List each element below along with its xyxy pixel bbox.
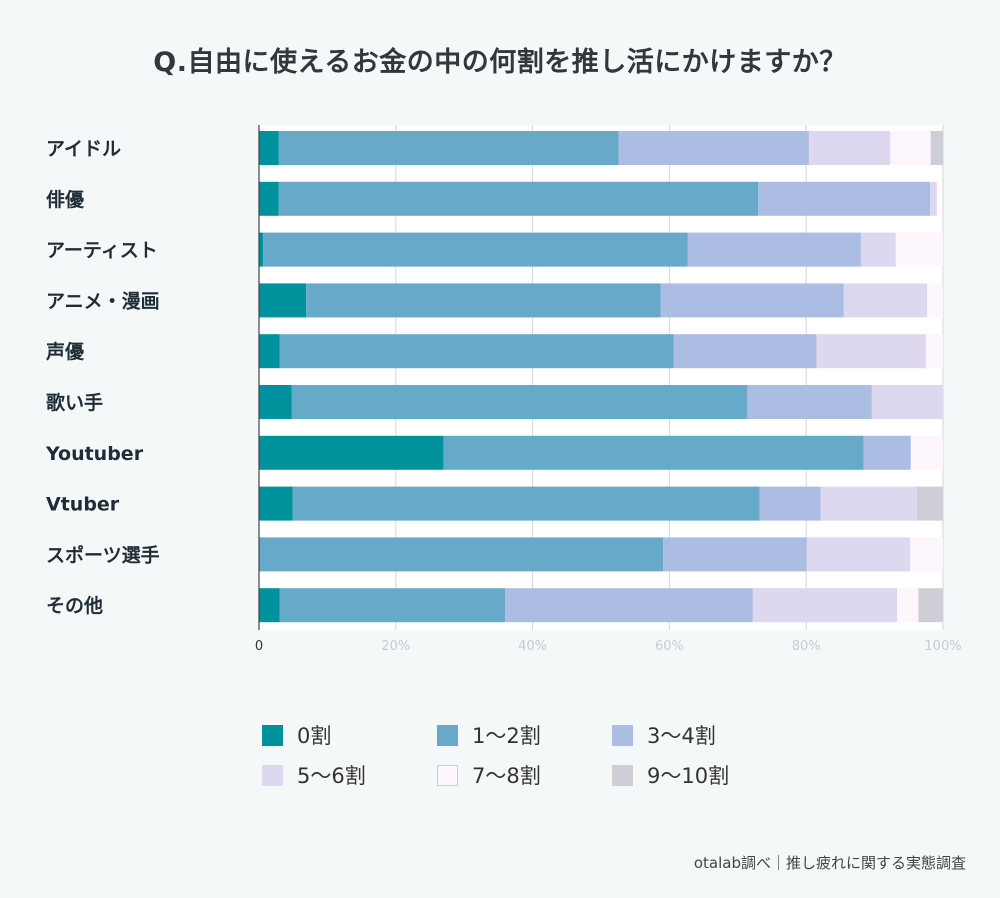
bar-segment — [278, 131, 619, 165]
bar-segment — [278, 181, 759, 216]
bar-segment — [927, 283, 943, 318]
bar-segment — [505, 588, 753, 623]
stacked-bar-chart: 0 20% 40% 60% 80% 100% アイドル俳優アーティストアニメ・漫画声優歌い手… — [45, 125, 962, 654]
bar-segment — [843, 283, 928, 318]
bar-segment — [816, 334, 926, 369]
x-tick-label: 60% — [655, 639, 684, 654]
bar-segment — [806, 537, 911, 572]
bar-segment — [259, 385, 292, 419]
bar-segment — [930, 131, 943, 165]
x-tick-label: 40% — [518, 639, 547, 654]
bar-segment — [259, 131, 279, 165]
bar-segment — [890, 131, 931, 165]
x-tick-label: 20% — [381, 639, 410, 654]
legend-item: 9〜10割 — [612, 762, 762, 788]
category-label: アイドル — [46, 138, 121, 160]
bar-segment — [897, 588, 919, 623]
bar-segment — [925, 334, 943, 369]
bar-segment — [759, 486, 821, 521]
bar-segment — [259, 435, 444, 470]
legend-swatch — [612, 764, 633, 786]
legend-swatch — [437, 764, 458, 786]
category-label: 歌い手 — [46, 391, 103, 414]
legend-label: 9〜10割 — [647, 764, 730, 788]
bar-segment — [752, 588, 898, 623]
bar-segment — [910, 435, 943, 470]
legend-label: 1〜2割 — [472, 724, 541, 748]
bar-segment — [263, 232, 688, 267]
bar-segment — [863, 435, 911, 470]
bar-segment — [259, 486, 293, 521]
legend-item: 1〜2割 — [437, 722, 612, 748]
bar-segment — [259, 588, 280, 623]
bar-segment — [860, 232, 896, 267]
bar-segment — [930, 181, 937, 216]
bar-segment — [917, 486, 943, 521]
bar-segment — [259, 232, 264, 267]
x-tick-label: 80% — [792, 639, 821, 654]
bar-segment — [871, 385, 943, 419]
legend-label: 3〜4割 — [647, 724, 716, 748]
chart-legend: 0割 1〜2割 3〜4割 5〜6割 7〜8割 9〜10割 — [262, 722, 762, 788]
bar-segment — [618, 131, 809, 165]
bar-segment — [259, 181, 279, 216]
bar-segment — [936, 181, 939, 216]
bar-segment — [259, 283, 307, 318]
source-note: otalab調べ｜推し疲れに関する実態調査 — [693, 854, 966, 872]
category-label: スポーツ選手 — [46, 543, 160, 566]
legend-swatch — [437, 724, 458, 746]
bar-segment — [663, 537, 807, 572]
category-label: Vtuber — [46, 494, 120, 516]
bar-segment — [673, 334, 817, 369]
chart-title: Q.自由に使えるお金の中の何割を推し活にかけますか？ — [153, 47, 847, 78]
legend-swatch — [262, 764, 283, 786]
legend-item: 3〜4割 — [612, 722, 762, 748]
bar-segment — [918, 588, 943, 623]
bar-segment — [443, 435, 864, 470]
legend-item: 7〜8割 — [437, 762, 612, 788]
bar-segment — [291, 385, 748, 419]
bar-segment — [910, 537, 943, 572]
legend-label: 7〜8割 — [472, 764, 541, 788]
legend-swatch — [262, 724, 283, 746]
bar-segment — [306, 283, 661, 318]
x-tick-label: 0 — [255, 639, 263, 654]
category-label: 声優 — [45, 340, 85, 363]
category-label: アーティスト — [46, 240, 158, 262]
bar-segment — [259, 537, 664, 572]
bar-segment — [259, 334, 280, 369]
bar-segment — [279, 588, 506, 623]
legend-swatch — [612, 724, 633, 746]
bar-segment — [687, 232, 861, 267]
legend-item: 0割 — [262, 722, 437, 748]
bar-segment — [758, 181, 931, 216]
category-label: その他 — [46, 594, 103, 617]
bar-segment — [747, 385, 872, 419]
bar-segment — [808, 131, 891, 165]
category-label: 俳優 — [46, 188, 85, 211]
category-label: Youtuber — [45, 443, 144, 465]
category-label: アニメ・漫画 — [46, 290, 160, 312]
legend-label: 5〜6割 — [297, 764, 366, 788]
bar-segment — [292, 486, 760, 521]
legend-label: 0割 — [297, 724, 332, 748]
bar-segment — [895, 232, 943, 267]
x-tick-label: 100% — [924, 639, 961, 654]
bar-segment — [279, 334, 674, 369]
bar-segment — [660, 283, 844, 318]
bar-segment — [820, 486, 918, 521]
legend-item: 5〜6割 — [262, 762, 437, 788]
